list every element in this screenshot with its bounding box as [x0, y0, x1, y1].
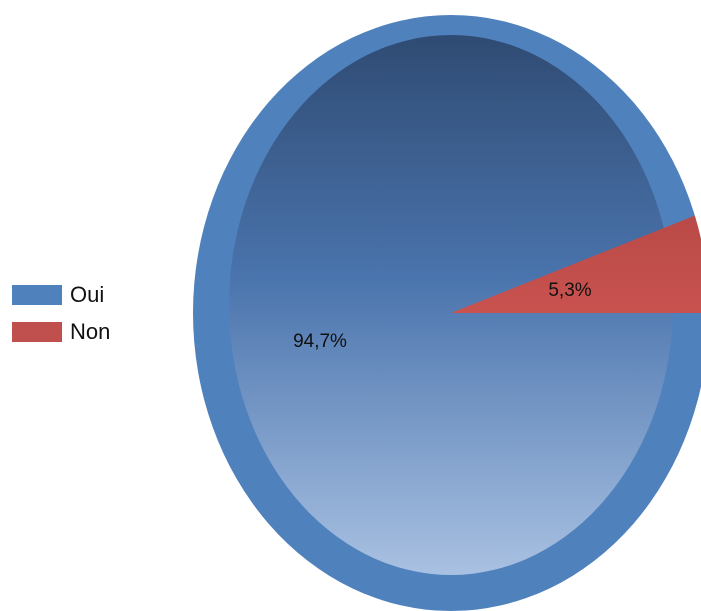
legend-label-non: Non — [70, 319, 110, 345]
data-label-oui: 94,7% — [293, 331, 347, 352]
chart-legend: Oui Non — [12, 276, 110, 350]
legend-item-oui: Oui — [12, 276, 110, 313]
data-label-non: 5,3% — [548, 280, 591, 301]
legend-swatch-oui — [12, 285, 62, 305]
legend-swatch-non — [12, 322, 62, 342]
pie-slices — [193, 15, 701, 611]
legend-item-non: Non — [12, 313, 110, 350]
legend-label-oui: Oui — [70, 282, 104, 308]
